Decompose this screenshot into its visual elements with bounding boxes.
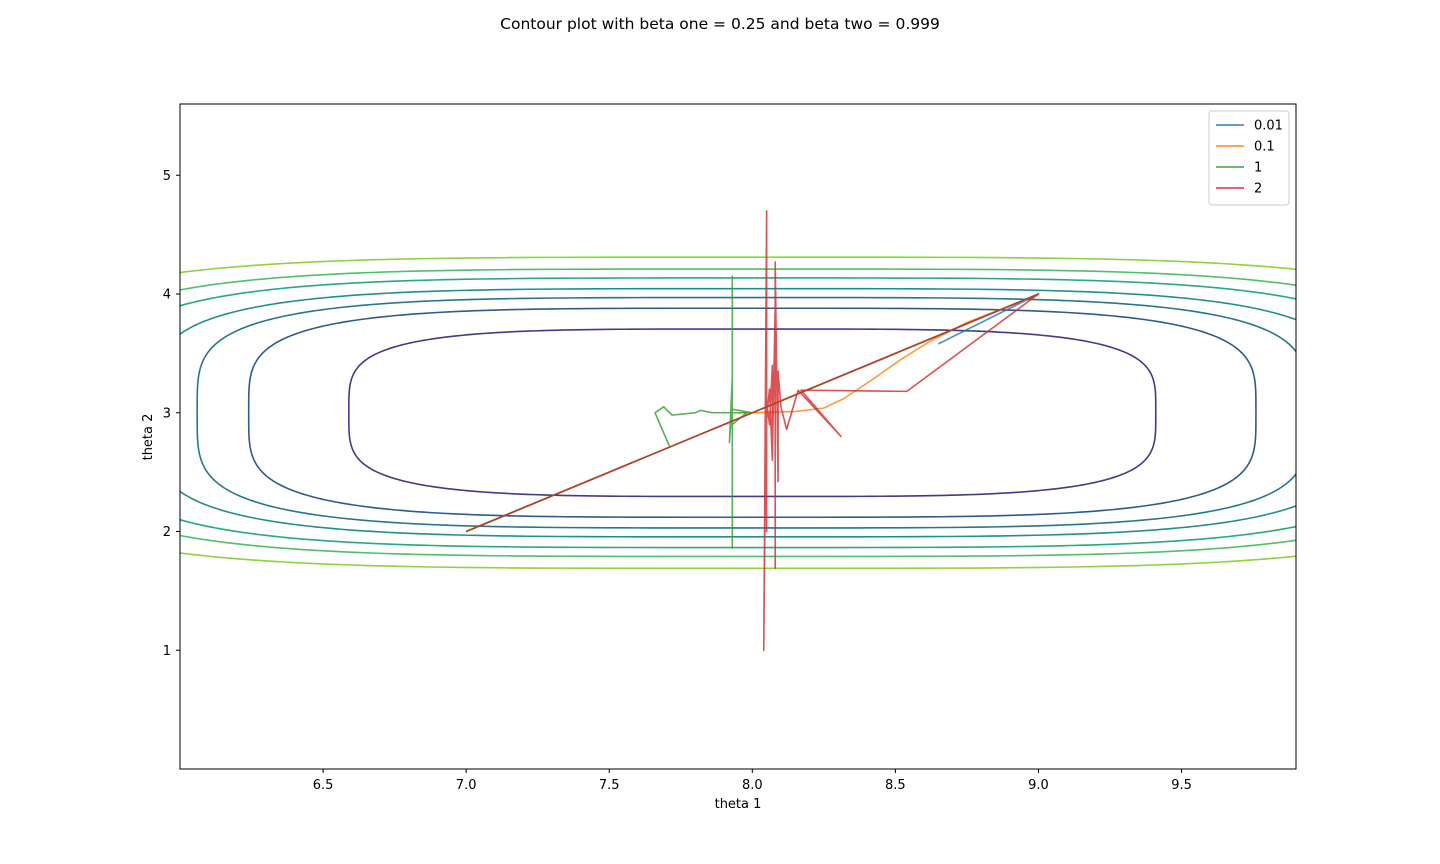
optimizer-paths (465, 210, 1040, 652)
contour-level-3 (196, 296, 1296, 529)
x-axis-label: theta 1 (715, 797, 762, 812)
x-tick-label: 8.0 (742, 778, 763, 793)
y-tick-label: 2 (163, 525, 171, 540)
x-axis: 6.5 7.0 7.5 8.0 8.5 9.0 9.5 (313, 769, 1192, 793)
legend-label: 2 (1254, 182, 1262, 197)
contour-level-4 (180, 287, 1296, 538)
y-tick-label: 3 (163, 406, 171, 421)
legend: 0.01 0.1 1 2 (1208, 110, 1290, 206)
series-line-4 (465, 210, 1040, 652)
y-tick-label: 4 (163, 288, 171, 303)
series-line-3 (465, 275, 1040, 549)
contour-level-1 (348, 328, 1157, 498)
x-tick-label: 9.0 (1028, 778, 1049, 793)
legend-box (1208, 110, 1290, 206)
contour-level-7 (180, 256, 1296, 570)
legend-label: 0.01 (1254, 119, 1283, 134)
y-tick-label: 5 (163, 169, 171, 184)
contour-level-6 (180, 268, 1296, 558)
contour-level-2 (247, 307, 1257, 519)
chart-title: Contour plot with beta one = 0.25 and be… (500, 15, 940, 33)
y-axis: 1 2 3 4 5 (163, 169, 180, 659)
x-tick-label: 7.0 (456, 778, 477, 793)
legend-label: 1 (1254, 161, 1262, 176)
x-tick-label: 7.5 (599, 778, 620, 793)
x-tick-label: 9.5 (1171, 778, 1192, 793)
contour-level-5 (180, 277, 1296, 549)
x-tick-label: 8.5 (885, 778, 906, 793)
contour-lines (180, 256, 1296, 570)
legend-label: 0.1 (1254, 140, 1275, 155)
y-axis-label: theta 2 (141, 414, 156, 461)
plot-area-frame (179, 103, 1297, 770)
y-tick-label: 1 (163, 644, 171, 659)
x-tick-label: 6.5 (313, 778, 334, 793)
